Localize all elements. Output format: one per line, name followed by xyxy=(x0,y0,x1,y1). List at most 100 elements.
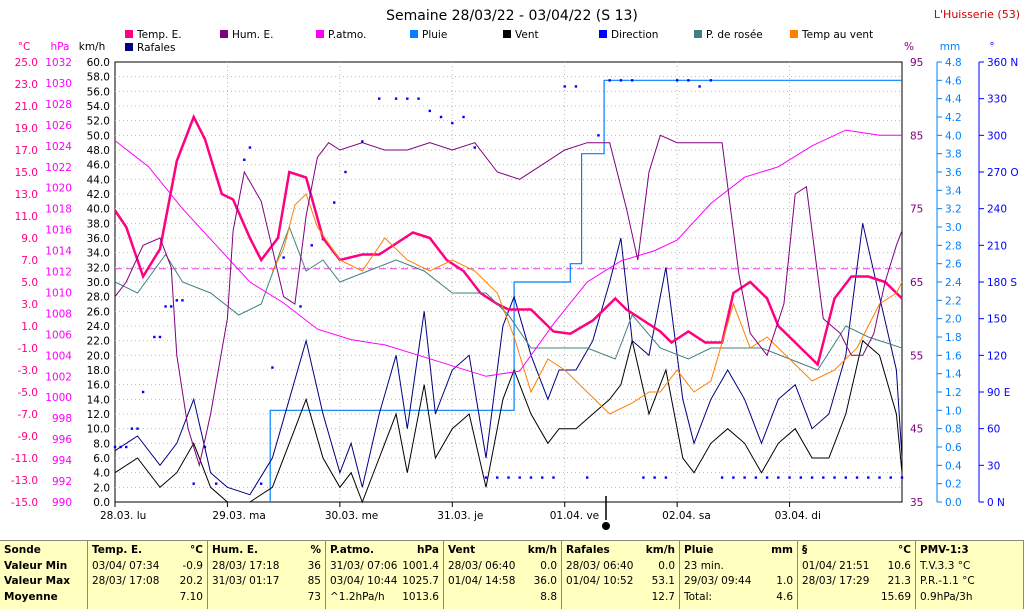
speed-tick-label: 26.0 xyxy=(87,306,110,318)
direction-point xyxy=(473,146,476,149)
stats-cell-value: 8.8 xyxy=(540,590,557,603)
direction-point xyxy=(675,79,679,82)
direction-point xyxy=(788,476,791,479)
direction-point xyxy=(608,79,611,82)
speed-tick-label: 58.0 xyxy=(87,72,110,84)
day-label: 03.04. di xyxy=(775,510,821,522)
rain-series-line xyxy=(269,79,902,502)
press-tick-label: 996 xyxy=(52,434,72,446)
stats-value-row: 03/04/ 07:34 -0.9 xyxy=(92,559,203,575)
press-tick-label: 1016 xyxy=(45,225,72,237)
direction-point xyxy=(597,134,600,137)
rain-tick-label: 0.4 xyxy=(945,460,962,472)
dir-tick-label: 360 N xyxy=(987,57,1018,69)
press-tick-label: 1000 xyxy=(45,392,72,404)
legend: Temp. E. Hum. E. P.atmo. Pluie Vent Direction… xyxy=(125,29,873,54)
press-tick-label: 990 xyxy=(52,497,72,509)
press-tick-label: 1012 xyxy=(45,267,72,279)
stats-value-row: T.V.3.3 °C xyxy=(920,559,1019,575)
stats-cell-value: 21.3 xyxy=(887,575,911,587)
stats-cell-value: °C xyxy=(190,544,203,556)
direction-point xyxy=(574,85,578,88)
direction-point xyxy=(175,299,179,302)
stats-cell-value: 0.0 xyxy=(540,559,557,572)
rain-tick-label: 3.6 xyxy=(945,167,962,179)
day-label: 30.03. me xyxy=(325,510,378,522)
direction-point xyxy=(810,476,814,479)
stats-cell-text: 0.9hPa/3h xyxy=(920,590,973,603)
stats-value-row: 0.9hPa/3h xyxy=(920,590,1019,606)
direction-point xyxy=(164,305,167,308)
stats-cell-value: 4.6 xyxy=(776,590,793,603)
speed-tick-label: 28.0 xyxy=(87,292,110,304)
dir-tick-label: 300 xyxy=(987,130,1007,142)
stats-value-row: 15.69 xyxy=(802,590,911,606)
stats-cell-value: 1013.6 xyxy=(402,590,439,603)
stats-value-row: ^1.2hPa/h 1013.6 xyxy=(330,590,439,606)
legend-swatch xyxy=(694,30,702,38)
rain-tick-label: 4.4 xyxy=(945,94,962,106)
legend-label: Rafales xyxy=(137,42,175,54)
stats-cell-value: 10.6 xyxy=(887,559,911,572)
temp-tick-label: 11.0 xyxy=(15,211,38,223)
press-tick-label: 994 xyxy=(52,455,72,467)
rain-tick-label: 2.2 xyxy=(945,295,962,307)
gusts-series-line xyxy=(114,223,903,496)
now-marker xyxy=(602,522,610,530)
stats-value-row: 31/03/ 01:17 85 xyxy=(212,574,321,590)
stats-header-row: Pluie mm xyxy=(684,543,793,559)
stats-cell-text: 23 min. xyxy=(684,559,724,572)
dir-tick-label: 0 N xyxy=(987,497,1005,509)
stats-header-row: Temp. E. °C xyxy=(92,543,203,559)
press-tick-label: 1022 xyxy=(45,162,72,174)
press-tick-label: 1006 xyxy=(45,329,72,341)
stats-cell-text: 01/04/ 14:58 xyxy=(448,575,516,587)
direction-point xyxy=(484,476,488,479)
speed-tick-label: 6.0 xyxy=(93,453,110,465)
stats-cell-text: § xyxy=(802,544,808,556)
rain-tick-label: 3.2 xyxy=(945,204,962,216)
speed-tick-label: 4.0 xyxy=(93,468,110,480)
stats-cell-text: T.V.3.3 °C xyxy=(920,559,971,572)
day-label: 01.04. ve xyxy=(550,510,599,522)
rain-tick-label: 3.8 xyxy=(945,149,962,161)
speed-tick-label: 56.0 xyxy=(87,86,110,98)
speed-tick-label: 8.0 xyxy=(93,438,110,450)
rain-tick-label: 2.6 xyxy=(945,259,962,271)
day-label: 02.04. sa xyxy=(662,510,711,522)
stats-cell-value: 36 xyxy=(307,559,321,572)
direction-point xyxy=(406,97,409,100)
hum-tick-label: 65 xyxy=(910,277,923,289)
direction-point xyxy=(378,97,381,100)
stats-value-row: 12.7 xyxy=(566,590,675,606)
direction-point xyxy=(361,140,364,143)
stats-cell-value: 53.1 xyxy=(651,575,675,587)
stats-cell-text: 28/03/ 17:29 xyxy=(802,575,870,587)
dir-tick-label: 120 xyxy=(987,350,1007,362)
stats-cell-text: Temp. E. xyxy=(92,544,143,556)
rain-tick-label: 1.6 xyxy=(945,350,962,362)
chart-area: Semaine 28/03/22 - 03/04/22 (S 13) L'Hui… xyxy=(0,0,1024,540)
stats-header-row: PMV-1:3 xyxy=(920,543,1019,559)
temp-tick-label: 1.0 xyxy=(21,321,38,333)
dir-tick-label: 240 xyxy=(987,204,1007,216)
direction-point xyxy=(181,299,184,302)
hum-tick-label: 45 xyxy=(910,424,923,436)
rain-tick-label: 1.4 xyxy=(945,369,962,381)
series-line-temp-e xyxy=(113,113,903,367)
stats-label-max: Valeur Max xyxy=(4,575,70,587)
speed-tick-label: 54.0 xyxy=(87,101,110,113)
stats-cell-text: 31/03/ 01:17 xyxy=(212,575,280,587)
direction-point xyxy=(417,97,420,100)
direction-point xyxy=(630,79,634,82)
press-tick-label: 1008 xyxy=(45,308,72,320)
stats-cell-value: 73 xyxy=(307,590,321,603)
stats-column: PMV-1:3 T.V.3.3 °C P.R.-1.1 °C 0.9hPa/3h xyxy=(916,541,1024,609)
direction-point xyxy=(214,482,218,485)
direction-point xyxy=(833,476,836,479)
stats-cell-text: P.R.-1.1 °C xyxy=(920,575,975,587)
dir-tick-label: 330 xyxy=(987,94,1007,106)
stats-cell-value: 1001.4 xyxy=(402,559,439,572)
press-tick-label: 992 xyxy=(52,476,72,488)
stats-cell-text: 29/03/ 09:44 xyxy=(684,575,752,587)
